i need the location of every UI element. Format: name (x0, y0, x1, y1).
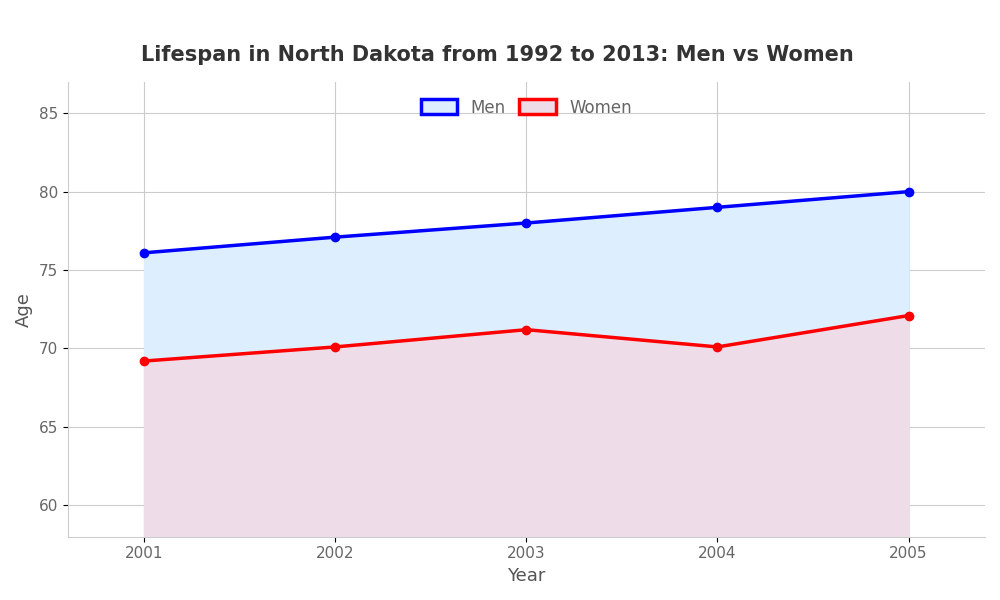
Y-axis label: Age: Age (15, 292, 33, 327)
X-axis label: Year: Year (507, 567, 546, 585)
Legend: Men, Women: Men, Women (412, 90, 640, 125)
Text: Lifespan in North Dakota from 1992 to 2013: Men vs Women: Lifespan in North Dakota from 1992 to 20… (141, 45, 854, 65)
